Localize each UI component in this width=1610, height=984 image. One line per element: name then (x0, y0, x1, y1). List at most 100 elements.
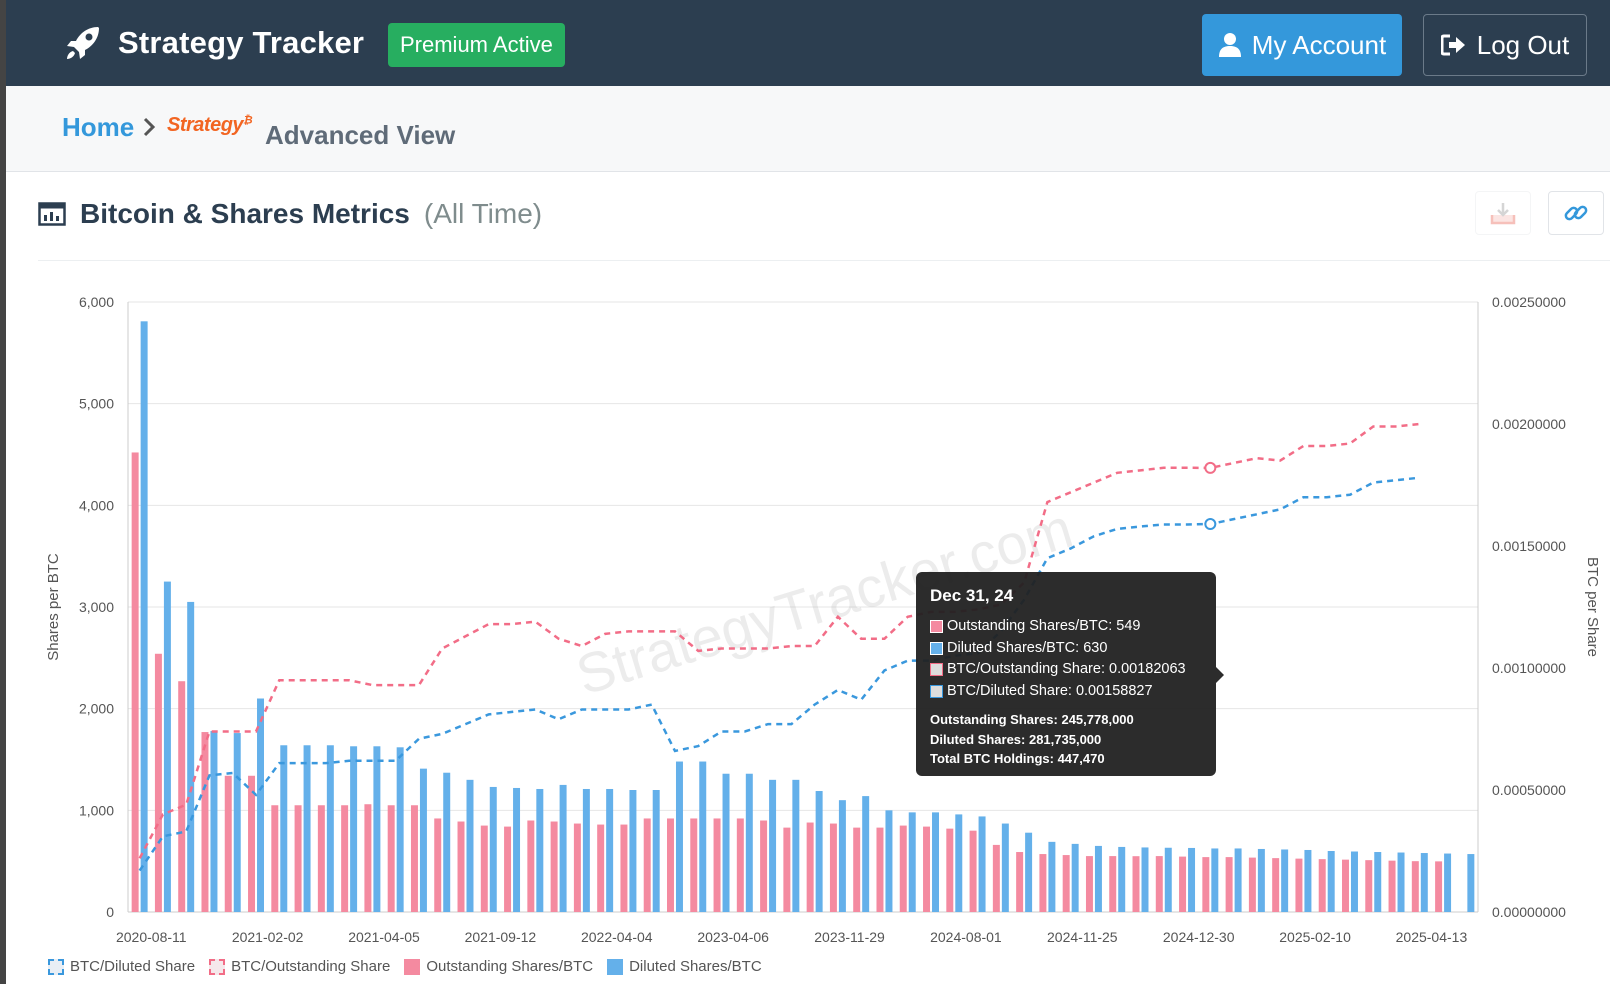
legend-label: BTC/Diluted Share (70, 958, 196, 975)
my-account-label: My Account (1251, 29, 1387, 60)
bar-diluted-per-btc (1118, 846, 1126, 912)
log-out-button[interactable]: Log Out (1423, 14, 1587, 76)
y2-tick-label: 0.00050000 (1492, 782, 1566, 798)
y2-tick-label: 0.00250000 (1492, 294, 1566, 310)
window-edge (0, 0, 6, 984)
tooltip-row-diluted: Diluted Shares/BTC: 630 (930, 638, 1202, 660)
rocket-icon (67, 27, 99, 59)
swatch-blue (930, 641, 943, 655)
legend-swatch (404, 958, 421, 975)
download-icon (1490, 203, 1516, 225)
bar-diluted-per-btc (606, 788, 614, 912)
tooltip-row-btc-outstanding: BTC/Outstanding Share: 0.00182063 (930, 659, 1202, 681)
bar-diluted-per-btc (1304, 849, 1312, 912)
bar-outstanding-per-btc (597, 824, 605, 912)
legend-item-btc-diluted[interactable]: BTC/Diluted Share (48, 958, 195, 975)
download-button[interactable] (1475, 191, 1531, 235)
bar-outstanding-per-btc (1202, 857, 1210, 912)
y-tick-label: 4,000 (79, 497, 114, 513)
bar-outstanding-per-btc (480, 825, 488, 912)
bar-outstanding-per-btc (504, 826, 512, 912)
bar-diluted-per-btc (373, 746, 381, 912)
bar-diluted-per-btc (1374, 852, 1382, 912)
x-tick-label: 2023-04-06 (697, 929, 769, 945)
y-tick-label: 1,000 (79, 802, 114, 818)
bar-diluted-per-btc (1397, 852, 1405, 912)
bar-outstanding-per-btc (1342, 859, 1349, 912)
legend-item-diluted-per-btc[interactable]: Diluted Shares/BTC (607, 958, 762, 975)
bar-outstanding-per-btc (1365, 860, 1373, 912)
bar-diluted-per-btc (885, 810, 893, 912)
brand-title: Strategy Tracker (118, 25, 365, 60)
bar-outstanding-per-btc (1155, 856, 1163, 912)
bar-outstanding-per-btc (899, 825, 907, 912)
bar-diluted-per-btc (163, 581, 171, 912)
line-btc-per-diluted-share (138, 476, 1420, 872)
x-tick-label: 2021-02-02 (232, 929, 304, 945)
bar-outstanding-per-btc (783, 827, 791, 912)
bar-diluted-per-btc (210, 731, 218, 912)
bar-diluted-per-btc (769, 779, 777, 912)
bar-outstanding-per-btc (620, 824, 628, 912)
legend-item-btc-outstanding[interactable]: BTC/Outstanding Share (209, 958, 390, 975)
bar-diluted-per-btc (838, 800, 846, 912)
bar-outstanding-per-btc (1109, 856, 1117, 912)
strategy-logo[interactable]: Strategy₿ (167, 114, 253, 137)
bar-outstanding-per-btc (131, 452, 139, 912)
chart-legend: BTC/Diluted Share BTC/Outstanding Share … (48, 958, 776, 975)
bar-diluted-per-btc (466, 779, 474, 912)
bar-diluted-per-btc (1094, 845, 1102, 912)
bar-diluted-per-btc (792, 779, 800, 912)
bar-diluted-per-btc (1141, 847, 1149, 912)
bar-diluted-per-btc (1211, 848, 1219, 912)
bar-outstanding-per-btc (853, 827, 861, 912)
breadcrumb-current: Advanced View (265, 120, 456, 150)
brand[interactable]: Strategy Tracker (62, 18, 364, 68)
bar-diluted-per-btc (978, 816, 986, 912)
bar-outstanding-per-btc (923, 826, 931, 912)
card-divider (38, 260, 1610, 261)
bar-diluted-per-btc (140, 321, 148, 913)
bar-diluted-per-btc (675, 761, 683, 912)
share-link-button[interactable] (1548, 191, 1604, 235)
x-tick-label: 2024-12-30 (1163, 929, 1235, 945)
y2-tick-label: 0.00000000 (1492, 904, 1566, 920)
bar-diluted-per-btc (1164, 847, 1172, 912)
bar-outstanding-per-btc (667, 818, 674, 912)
bar-outstanding-per-btc (760, 820, 768, 912)
strategy-logo-text: Strategy (167, 114, 244, 136)
bar-outstanding-per-btc (387, 805, 395, 912)
bar-outstanding-per-btc (992, 844, 1000, 912)
bar-outstanding-per-btc (457, 821, 465, 912)
highlight-point (1204, 518, 1217, 531)
breadcrumb-home-link[interactable]: Home (62, 112, 135, 142)
bar-outstanding-per-btc (527, 820, 535, 912)
y-tick-label: 2,000 (79, 701, 114, 717)
legend-swatch (209, 958, 226, 975)
legend-swatch (607, 958, 624, 975)
tooltip-arrow (1216, 667, 1224, 683)
bar-outstanding-per-btc (154, 653, 162, 912)
legend-item-outstanding-per-btc[interactable]: Outstanding Shares/BTC (404, 958, 593, 975)
bar-diluted-per-btc (1257, 848, 1265, 912)
swatch-pink-outline (930, 663, 943, 677)
link-icon (1564, 205, 1588, 221)
swatch-blue-outline (930, 684, 943, 698)
strategy-logo-symbol: ₿ (243, 114, 253, 127)
y2-tick-label: 0.00100000 (1492, 660, 1566, 676)
bar-outstanding-per-btc (573, 823, 581, 912)
bar-diluted-per-btc (629, 790, 637, 912)
x-tick-label: 2023-11-29 (814, 929, 885, 945)
tooltip-row-outstanding: Outstanding Shares/BTC: 549 (930, 616, 1202, 638)
bar-outstanding-per-btc (341, 805, 349, 912)
my-account-button[interactable]: My Account (1202, 14, 1402, 76)
y2-axis-title: BTC per Share (1584, 557, 1601, 657)
bar-outstanding-per-btc (550, 821, 558, 912)
bar-outstanding-per-btc (1318, 859, 1326, 912)
bar-diluted-per-btc (257, 698, 264, 912)
bar-diluted-per-btc (745, 773, 753, 912)
bar-diluted-per-btc (1467, 854, 1475, 912)
x-tick-label: 2021-09-12 (465, 929, 537, 945)
bar-outstanding-per-btc (1272, 858, 1280, 912)
